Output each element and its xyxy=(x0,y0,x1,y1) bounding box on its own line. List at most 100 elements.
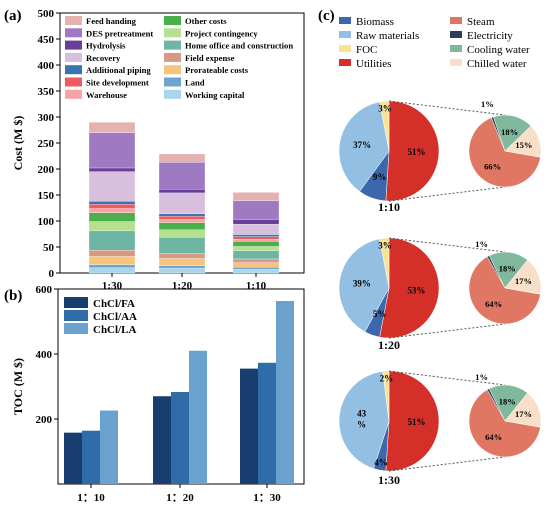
pie-slice-main xyxy=(338,238,390,333)
pie-label-sub: 66% xyxy=(484,161,501,171)
pie-label-sub: 1% xyxy=(481,99,494,109)
pie-label-main: 4% xyxy=(374,458,388,468)
y-tick-label-a: 50 xyxy=(43,242,55,254)
legend-label-a: Prorateable costs xyxy=(185,65,249,75)
panel-c: (c) Biomass Steam Raw materials Electricity F… xyxy=(318,8,542,487)
legend-label-b: ChCl/LA xyxy=(93,324,136,336)
bar-segment xyxy=(158,258,206,266)
bar-segment xyxy=(232,267,280,270)
legend-label-a: DES pretreatment xyxy=(86,28,153,38)
bar-segment xyxy=(88,208,136,213)
y-tick-label-a: 500 xyxy=(38,8,55,20)
legend-label-c: Chilled water xyxy=(467,58,527,70)
y-tick-label-a: 200 xyxy=(38,164,55,176)
pie-ratio-label: 1:10 xyxy=(378,200,400,214)
pie-slice-main xyxy=(338,371,390,469)
legend-label-a: Recovery xyxy=(86,53,121,63)
legend-label-c: Raw materials xyxy=(356,30,419,42)
x-tick-label-a: 1:20 xyxy=(172,280,193,292)
legend-label-c: FOC xyxy=(356,44,377,56)
pie-slice-main xyxy=(385,370,440,472)
legend-swatch-c xyxy=(339,31,351,38)
pie-label-main: 3% xyxy=(378,241,392,251)
legend-swatch-b xyxy=(64,297,88,308)
pie-label-sub: 64% xyxy=(485,299,502,309)
legend-label-a: Feed handing xyxy=(86,16,137,26)
panel-label-a: (a) xyxy=(4,8,22,24)
bar-segment xyxy=(158,229,206,238)
legend-swatch-a xyxy=(65,28,82,38)
legend-swatch-a xyxy=(65,40,82,50)
legend-label-a: Warehouse xyxy=(86,90,127,100)
pie-label-sub: 1% xyxy=(475,239,488,249)
bar-segment xyxy=(232,262,280,268)
legend-swatch-a xyxy=(164,16,181,25)
pie-label-main: 51% xyxy=(407,417,425,427)
pie-label-sub: 17% xyxy=(515,276,532,286)
legend-swatch-a xyxy=(65,52,82,62)
bar-segment xyxy=(232,219,280,225)
panel-a: (a) 0 50 100 150 200 250 300 350 400 450 500 Cost (M… xyxy=(4,8,305,292)
pie-label-main: % xyxy=(357,419,366,429)
legend-swatch-a xyxy=(65,65,82,75)
legend-swatch-a xyxy=(164,28,181,38)
legend-label-a: Additional piping xyxy=(86,65,151,75)
bar-toc xyxy=(276,301,294,484)
bar-segment xyxy=(88,201,136,205)
bar-segment xyxy=(158,219,206,223)
legend-label-c: Utilities xyxy=(356,58,391,70)
y-tick-label-a: 100 xyxy=(38,216,55,228)
bar-segment xyxy=(158,268,206,274)
pie-label-main: 9% xyxy=(373,172,387,182)
bar-segment xyxy=(158,153,206,163)
legend-label-c: Biomass xyxy=(356,16,394,28)
panel-label-c: (c) xyxy=(318,8,335,24)
y-tick-label-a: 150 xyxy=(38,190,55,202)
bar-toc xyxy=(82,430,100,484)
legend-label-a: Field expense xyxy=(185,53,235,63)
bar-segment xyxy=(232,246,280,251)
bar-toc xyxy=(240,368,258,484)
legend-label-c: Electricity xyxy=(467,30,513,42)
pie-slice-main xyxy=(338,101,390,192)
connector-line xyxy=(388,186,506,202)
y-tick-label-a: 0 xyxy=(49,268,55,280)
legend-swatch-a xyxy=(65,77,82,87)
bar-segment xyxy=(158,216,206,220)
legend-label-c: Steam xyxy=(467,16,495,28)
bar-segment xyxy=(88,167,136,172)
legend-swatch-c xyxy=(450,17,462,24)
legend-swatch-c xyxy=(450,45,462,52)
y-tick-label-a: 350 xyxy=(38,86,55,98)
pie-label-main: 53% xyxy=(407,286,425,296)
legend-label-a: Home office and construction xyxy=(185,41,293,51)
y-tick-label-a: 400 xyxy=(38,60,55,72)
bar-toc xyxy=(258,362,276,484)
pie-label-main: 43 xyxy=(357,408,367,418)
connector-line xyxy=(388,237,506,253)
bar-segment xyxy=(88,221,136,232)
bar-segment xyxy=(88,267,136,274)
panel-label-b: (b) xyxy=(4,288,22,304)
bar-segment xyxy=(232,239,280,242)
bar-toc xyxy=(171,392,189,484)
pie-slice-sub xyxy=(468,256,541,325)
x-tick-label-b: 1：30 xyxy=(253,492,281,504)
bar-segment xyxy=(88,171,136,202)
bar-segment xyxy=(88,122,136,133)
legend-label-a: Project contingency xyxy=(185,28,258,38)
pie-label-sub: 1% xyxy=(475,372,488,382)
bar-segment xyxy=(88,264,136,268)
bar-toc xyxy=(100,410,118,484)
legend-label-c: Cooling water xyxy=(467,44,530,56)
legend-swatch-a xyxy=(164,52,181,62)
pie-label-sub: 64% xyxy=(485,432,502,442)
pie-group: 51% 9% 37% 3% 66% 1% 18% 15% 1:10 xyxy=(338,99,542,214)
bar-segment xyxy=(232,192,280,201)
legend-label-a: Other costs xyxy=(185,16,227,26)
bar-segment xyxy=(232,250,280,260)
bar-segment xyxy=(88,256,136,265)
pie-label-main: 2% xyxy=(380,374,394,384)
x-tick-label-a: 1:30 xyxy=(102,280,123,292)
legend-swatch-c xyxy=(339,17,351,24)
